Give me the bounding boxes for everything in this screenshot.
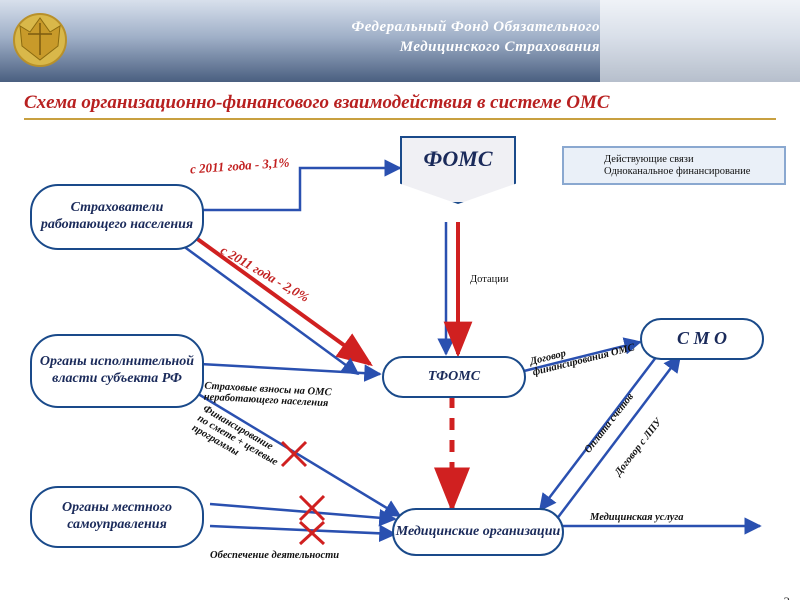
header: Федеральный Фонд Обязательного Медицинск… (0, 0, 800, 82)
node-insurers: Страхователи работающего населения (30, 184, 204, 250)
provision-label: Обеспечение деятельности (210, 550, 339, 561)
node-tfoms: ТФОМС (382, 356, 526, 398)
foms-label: ФОМС (423, 146, 492, 171)
page-number: 3 (784, 594, 791, 600)
financing-label: Финансирование по смете + целевые програ… (190, 403, 285, 477)
medical-orgs-label: Медицинские организации (396, 524, 561, 541)
rate-3-1-label: с 2011 года - 3,1% (190, 155, 290, 178)
header-line-2: Медицинского Страхования (352, 38, 600, 58)
rate-2-0-label: с 2011 года - 2,0% (218, 242, 312, 306)
exec-authority-label: Органы исполнительной власти субъекта РФ (32, 354, 202, 388)
node-medical-orgs: Медицинские организации (392, 508, 564, 556)
legend-active: Действующие связи (604, 154, 774, 166)
lpu-contract-label: Договор с ЛПУ (613, 417, 664, 478)
subsidy-label: Дотации (470, 274, 509, 285)
header-line-1: Федеральный Фонд Обязательного (352, 18, 600, 38)
node-foms: ФОМС (400, 136, 516, 204)
header-photo-overlay (600, 0, 800, 82)
page-title: Схема организационно-финансового взаимод… (24, 92, 776, 120)
local-gov-label: Органы местного самоуправления (32, 500, 202, 534)
header-title: Федеральный Фонд Обязательного Медицинск… (352, 18, 600, 57)
legend-box: Действующие связи Одноканальное финансир… (562, 146, 786, 185)
insurers-label: Страхователи работающего населения (32, 200, 202, 234)
emblem-icon (8, 8, 72, 72)
diagram-canvas: Действующие связи Одноканальное финансир… (0, 124, 800, 600)
contributions-label: Страховые взносы на ОМС неработающего на… (204, 381, 332, 410)
tfoms-label: ТФОМС (428, 369, 480, 386)
node-local-gov: Органы местного самоуправления (30, 486, 204, 548)
smo-label: С М О (677, 328, 727, 350)
pay-bills-label: Оплата счетов (583, 391, 636, 455)
node-smo: С М О (640, 318, 764, 360)
med-service-label: Медицинская услуга (590, 512, 684, 523)
contract-oms-label: Договор финансирования ОМС (529, 332, 636, 379)
legend-single: Одноканальное финансирование (604, 166, 774, 178)
node-exec-authority: Органы исполнительной власти субъекта РФ (30, 334, 204, 408)
